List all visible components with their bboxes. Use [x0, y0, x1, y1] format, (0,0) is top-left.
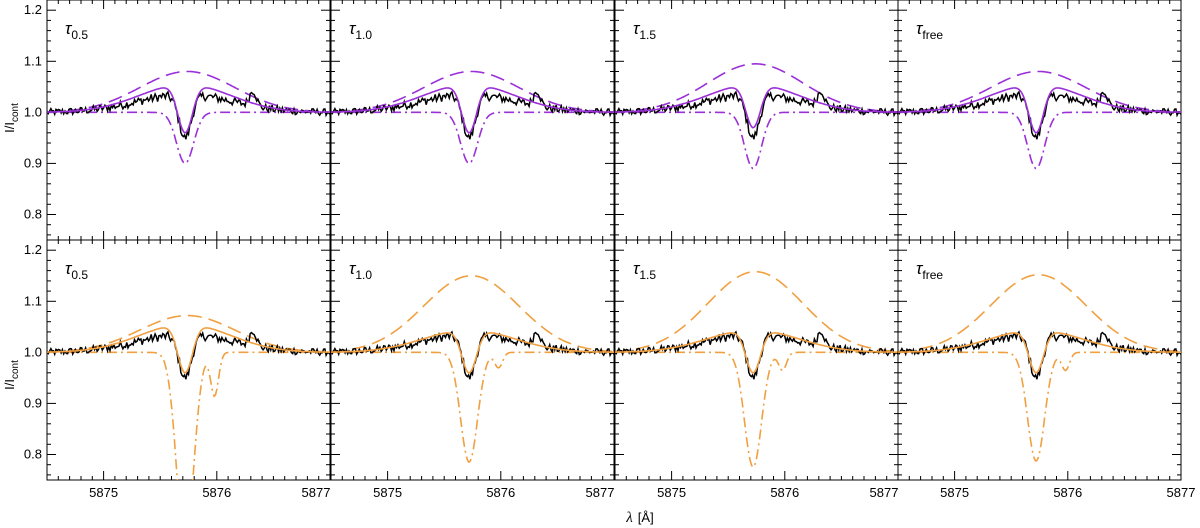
x-tick-label: 5876	[486, 485, 515, 500]
x-tick-label: 5876	[770, 485, 799, 500]
panel-label: τ0.5	[65, 19, 88, 42]
panel-4: τfree	[897, 0, 1182, 241]
absorption-component-line	[615, 111, 898, 170]
panel-ticks	[897, 240, 1182, 480]
panel-frame	[330, 0, 615, 241]
panel-frame	[330, 239, 615, 481]
observed-spectrum-line	[331, 330, 614, 380]
y-tick-label: 0.9	[24, 395, 42, 410]
y-tick-label: 1.2	[24, 2, 42, 17]
emission-component-line	[615, 63, 898, 113]
y-tick-label: 1.2	[24, 242, 42, 257]
panels-layer: τ0.5 0.8 0.9 1.0 1.1 1.2 τ1.0 τ1.5 τfree τ0.5 0.8 0…	[24, 0, 1196, 500]
model-fit-line	[898, 87, 1181, 134]
emission-component-line	[47, 70, 330, 113]
absorption-component-line	[898, 111, 1181, 170]
x-axis-label: λ [Å]	[625, 510, 653, 526]
model-fit-line	[47, 327, 330, 374]
model-fit-line	[615, 87, 898, 129]
emission-component-line	[331, 70, 614, 113]
panel-frame	[46, 239, 331, 481]
panel-label: τ1.0	[349, 19, 372, 42]
panel-label: τ1.5	[633, 259, 656, 282]
x-tick-label: 5877	[870, 485, 899, 500]
observed-spectrum-line	[47, 330, 330, 380]
x-tick-label: 5875	[373, 485, 402, 500]
x-tick-label: 5876	[1053, 485, 1082, 500]
emission-component-line	[898, 273, 1181, 353]
y-tick-label: 0.8	[24, 206, 42, 221]
model-fit-line	[331, 332, 614, 374]
panel-frame	[614, 239, 899, 481]
observed-spectrum-line	[898, 90, 1181, 140]
emission-component-line	[47, 314, 330, 353]
x-tick-label: 5875	[657, 485, 686, 500]
absorption-component-line	[898, 351, 1181, 462]
panel-ticks	[330, 0, 615, 240]
panel-ticks	[897, 0, 1182, 240]
emission-component-line	[898, 70, 1181, 113]
model-fit-line	[898, 332, 1181, 374]
model-fit-line	[615, 332, 898, 374]
panel-label: τ0.5	[65, 259, 88, 282]
observed-spectrum-line	[615, 90, 898, 140]
panel-label: τ1.0	[349, 259, 372, 282]
panel-ticks	[46, 0, 331, 240]
panel-label: τ1.5	[633, 19, 656, 42]
panel-ticks	[46, 240, 331, 480]
panel-2: τ1.0	[330, 0, 615, 241]
observed-spectrum-line	[898, 330, 1181, 380]
panel-7: τ1.5 5875 5876 5877	[614, 239, 899, 500]
panel-label: τfree	[916, 19, 943, 42]
observed-spectrum-line	[615, 330, 898, 380]
panel-ticks	[614, 240, 899, 480]
x-tick-label: 5877	[586, 485, 615, 500]
absorption-component-line	[615, 351, 898, 469]
panel-frame	[46, 0, 331, 241]
panel-6: τ1.0 5875 5876 5877	[330, 239, 615, 500]
panel-3: τ1.5	[614, 0, 899, 241]
x-tick-label: 5876	[202, 485, 231, 500]
observed-spectrum-line	[331, 90, 614, 140]
panel-frame	[614, 0, 899, 241]
emission-component-line	[615, 270, 898, 353]
y-tick-label: 1.1	[24, 293, 42, 308]
absorption-component-line	[331, 351, 614, 463]
x-tick-label: 5877	[1167, 485, 1196, 500]
x-tick-label: 5877	[302, 485, 331, 500]
y-tick-label: 1.0	[24, 344, 42, 359]
emission-component-line	[331, 274, 614, 353]
panel-5: τ0.5 0.8 0.9 1.0 1.1 1.2 5875 5876 5877	[24, 239, 331, 500]
panel-ticks	[614, 0, 899, 240]
x-tick-label: 5875	[940, 485, 969, 500]
panel-8: τfree 5875 5876 5877	[897, 239, 1196, 500]
y-axis-label-row2: I/Icont	[2, 360, 21, 390]
absorption-component-line	[331, 111, 614, 165]
panel-1: τ0.5 0.8 0.9 1.0 1.1 1.2	[24, 0, 331, 241]
observed-spectrum-line	[47, 90, 330, 140]
absorption-component-line	[47, 111, 330, 165]
absorption-component-line	[47, 351, 330, 480]
panel-label: τfree	[916, 259, 943, 282]
y-axis-label-row1: I/Icont	[2, 103, 21, 133]
model-fit-line	[47, 87, 330, 134]
model-fit-line	[331, 87, 614, 134]
panel-frame	[897, 239, 1182, 481]
y-tick-label: 1.0	[24, 104, 42, 119]
y-tick-label: 1.1	[24, 53, 42, 68]
y-tick-label: 0.9	[24, 155, 42, 170]
x-tick-label: 5875	[89, 485, 118, 500]
panel-ticks	[330, 240, 615, 480]
y-tick-label: 0.8	[24, 446, 42, 461]
